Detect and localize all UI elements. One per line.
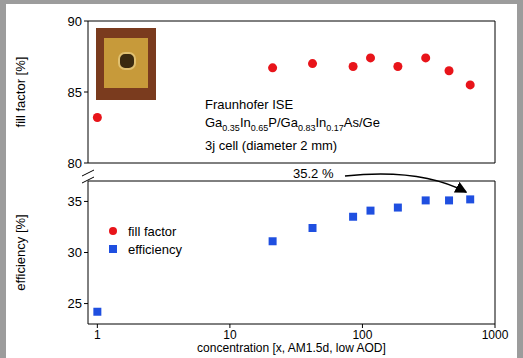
html-text:concentration [x, AM1.5d, low: concentration [x, AM1.5d, low AOD]	[197, 341, 386, 355]
html-text:35.2 %: 35.2 %	[293, 166, 334, 181]
html-text:3j cell (diameter 2 mm): 3j cell (diameter 2 mm)	[205, 137, 338, 153]
svg-text:35: 35	[68, 194, 82, 209]
html-text:Fraunhofer ISE: Fraunhofer ISE	[205, 97, 294, 112]
svg-text:25: 25	[68, 296, 82, 311]
svg-text:efficiency [%]: efficiency [%]	[13, 214, 28, 290]
svg-text:1000: 1000	[482, 328, 509, 342]
svg-text:90: 90	[68, 14, 82, 29]
svg-text:1: 1	[94, 328, 101, 342]
svg-text:10: 10	[223, 328, 237, 342]
html-text:fill factor: fill factor	[128, 223, 177, 239]
svg-text:30: 30	[68, 245, 82, 260]
html-text:efficiency: efficiency	[128, 241, 182, 257]
svg-text:85: 85	[68, 85, 82, 100]
svg-text:fill factor [%]: fill factor [%]	[13, 57, 28, 128]
html-text:Ga0.35In0.65P/Ga0.83In0.17As/G: Ga0.35In0.65P/Ga0.83In0.17As/Ge	[205, 115, 380, 133]
svg-text:100: 100	[352, 328, 372, 342]
svg-text:80: 80	[68, 156, 82, 171]
